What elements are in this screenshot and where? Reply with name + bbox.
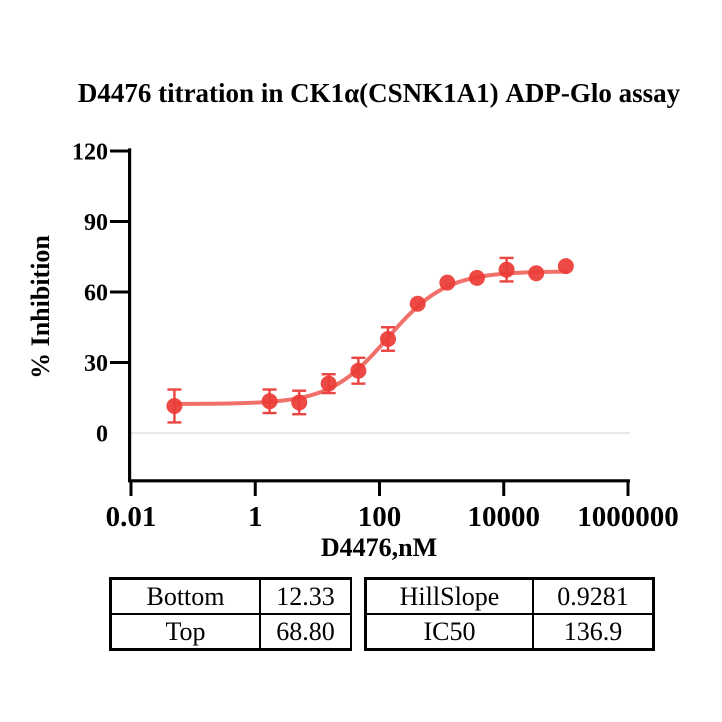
data-point	[166, 397, 183, 414]
x-tick-label: 1000000	[577, 501, 679, 533]
param-name-cell: HillSlope	[364, 577, 534, 615]
data-point	[439, 274, 456, 291]
data-point	[468, 269, 485, 286]
data-point	[379, 331, 396, 347]
axes-frame	[128, 148, 630, 483]
y-tick-label: 30	[84, 351, 108, 377]
data-point	[528, 265, 545, 282]
data-point	[291, 394, 308, 411]
fit-curve-layer	[172, 269, 568, 406]
param-name-cell: Bottom	[109, 577, 261, 615]
table-row: HillSlope 0.9281	[364, 577, 655, 615]
fit-results-table-right: HillSlope 0.9281 IC50 136.9	[364, 577, 655, 651]
data-point	[350, 362, 367, 379]
x-tick-label: 100	[358, 501, 402, 533]
y-tick-label: 0	[96, 421, 108, 447]
y-tick-label: 60	[84, 280, 108, 306]
data-point-layer	[166, 258, 574, 414]
table-row: Top 68.80	[109, 613, 352, 651]
fit-curve	[172, 269, 568, 406]
param-value-cell: 0.9281	[532, 577, 655, 615]
data-point	[557, 258, 574, 275]
data-point	[261, 393, 278, 410]
tick-layer	[110, 149, 630, 496]
y-axis-label: % Inhibition	[26, 235, 55, 379]
x-tick-label: 0.01	[106, 501, 157, 533]
table-row: IC50 136.9	[364, 613, 655, 651]
y-tick-label: 90	[84, 210, 108, 236]
x-axis-label: D4476,nM	[321, 533, 437, 562]
data-point	[409, 295, 426, 312]
table-row: Bottom 12.33	[109, 577, 352, 615]
param-name-cell: Top	[109, 613, 261, 651]
chart-title: D4476 titration in CK1α(CSNK1A1) ADP-Glo…	[77, 78, 681, 108]
y-tick-label: 120	[72, 139, 108, 165]
x-tick-label: 1	[248, 501, 263, 533]
x-tick-label: 10000	[468, 501, 541, 533]
fit-results-tables: Bottom 12.33 Top 68.80 HillSlope 0.9281 …	[109, 577, 655, 651]
tick-label-layer: 0 30 60 90 120 0.01 1 100 10000 1000000	[72, 139, 679, 533]
fit-results-table-left: Bottom 12.33 Top 68.80	[109, 577, 352, 651]
param-value-cell: 68.80	[259, 613, 352, 651]
data-point	[320, 375, 337, 392]
param-value-cell: 12.33	[259, 577, 352, 615]
param-value-cell: 136.9	[532, 613, 655, 651]
param-name-cell: IC50	[364, 613, 534, 651]
data-point	[498, 261, 515, 278]
